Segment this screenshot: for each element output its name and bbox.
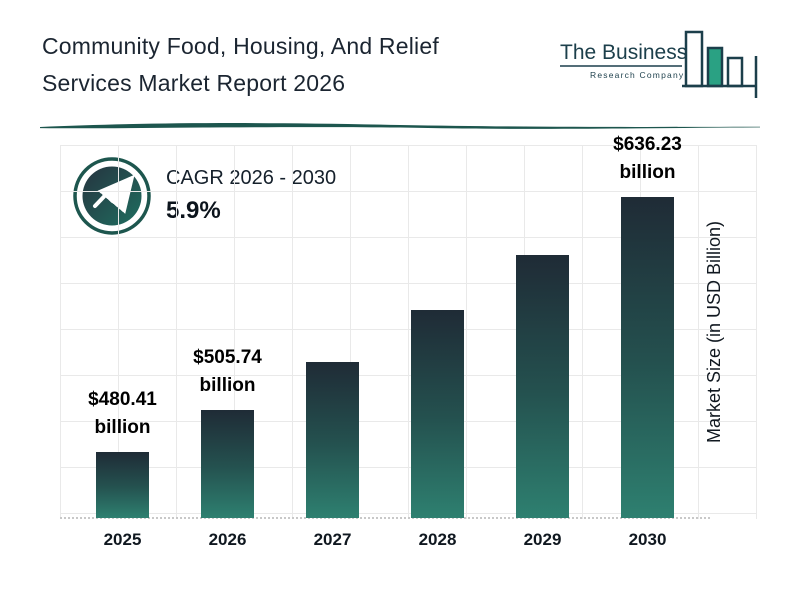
bar-value-label-2025: $480.41 billion	[88, 389, 157, 438]
x-axis-label-2028: 2028	[418, 530, 457, 549]
bar-2026	[201, 410, 254, 518]
x-axis-label-2026: 2026	[208, 530, 247, 549]
company-logo: The Business Research Company	[558, 26, 768, 102]
logo-subname-text: Research Company	[590, 70, 684, 80]
divider-line	[40, 120, 760, 132]
bar-slot-2030: $636.23 billion 2030	[595, 134, 700, 549]
bar-value-label-2030: $636.23 billion	[613, 134, 682, 183]
dotted-baseline	[60, 517, 710, 519]
x-axis-label-2025: 2025	[103, 530, 142, 549]
x-axis-label-2030: 2030	[628, 530, 667, 549]
company-logo-graphic: The Business Research Company	[560, 30, 758, 98]
logo-bars-icon	[682, 30, 758, 98]
bar-2030	[621, 197, 674, 518]
bar-slot-2025: $480.41 billion 2025	[70, 145, 175, 549]
x-axis-label-2027: 2027	[313, 530, 352, 549]
bar-slot-2027: 2027	[280, 145, 385, 549]
bar-2029	[516, 255, 569, 518]
bar-2027	[306, 362, 359, 518]
y-axis-label: Market Size (in USD Billion)	[704, 220, 724, 443]
bar-slot-2028: 2028	[385, 145, 490, 549]
x-axis-label-2029: 2029	[523, 530, 562, 549]
page-title-line1: Community Food, Housing, And Relief	[42, 33, 439, 59]
bar-2025	[96, 452, 149, 518]
page-title: Community Food, Housing, And Relief Serv…	[42, 28, 439, 102]
logo-name-text: The Business	[560, 41, 687, 64]
bar-2028	[411, 310, 464, 518]
divider-shape	[40, 123, 760, 129]
bar-slot-2026: $505.74 billion 2026	[175, 145, 280, 549]
bar-plot: $480.41 billion 2025 $505.74 billion 2026 2027…	[60, 134, 710, 549]
bar-slot-2029: 2029	[490, 145, 595, 549]
page-title-line2: Services Market Report 2026	[42, 70, 346, 96]
bar-value-label-2026: $505.74 billion	[193, 347, 262, 396]
